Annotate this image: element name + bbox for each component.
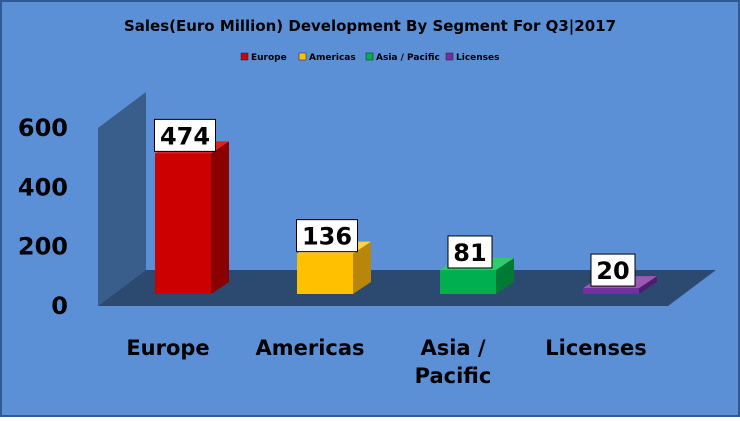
legend-label: Licenses bbox=[456, 53, 499, 63]
bar-front bbox=[155, 153, 211, 294]
x-tick-label: Europe bbox=[126, 336, 209, 360]
x-tick-label: Licenses bbox=[545, 336, 646, 360]
chart-title: Sales(Euro Million) Development By Segme… bbox=[124, 17, 616, 36]
bar-side bbox=[353, 241, 371, 294]
bar-front bbox=[440, 269, 496, 294]
bar-front bbox=[583, 288, 639, 294]
y-tick-label: 600 bbox=[18, 114, 68, 142]
legend-label: Asia / Pacific bbox=[376, 53, 440, 63]
legend-swatch bbox=[365, 52, 374, 61]
chart-back-wall bbox=[98, 92, 146, 306]
plot-area: 0 200 400 600 474 Europe 136 Americas 81 Asia / Pa… bbox=[18, 92, 716, 388]
data-label: 20 bbox=[596, 257, 629, 285]
data-label: 81 bbox=[453, 239, 486, 267]
bar-europe: 474 bbox=[154, 118, 229, 294]
chart-floor bbox=[98, 270, 716, 306]
x-tick-label: Pacific bbox=[415, 364, 492, 388]
data-label-box bbox=[296, 219, 358, 253]
y-tick-label: 0 bbox=[51, 292, 68, 320]
y-tick-label: 200 bbox=[18, 233, 68, 261]
legend-swatch bbox=[298, 52, 307, 61]
data-label-box bbox=[590, 253, 636, 287]
bar-americas: 136 bbox=[296, 219, 371, 294]
bar-front bbox=[297, 253, 353, 294]
bar-side bbox=[639, 276, 657, 294]
legend-label: Europe bbox=[251, 53, 287, 63]
legend-label: Americas bbox=[309, 53, 356, 63]
legend-swatch bbox=[240, 52, 249, 61]
data-label: 136 bbox=[302, 223, 352, 251]
data-label-box bbox=[154, 118, 216, 152]
chart-legend: Europe Americas Asia / Pacific Licenses bbox=[240, 52, 499, 63]
bar-asia-pacific: 81 bbox=[440, 235, 514, 294]
data-label-box bbox=[447, 235, 493, 269]
legend-swatch bbox=[445, 52, 454, 61]
x-tick-label: Asia / bbox=[420, 336, 485, 360]
x-tick-label: Americas bbox=[255, 336, 364, 360]
bar-licenses: 20 bbox=[583, 253, 657, 294]
data-label: 474 bbox=[160, 122, 210, 150]
bar-side bbox=[496, 257, 514, 294]
bar-side bbox=[211, 141, 229, 294]
y-tick-label: 400 bbox=[18, 173, 68, 201]
